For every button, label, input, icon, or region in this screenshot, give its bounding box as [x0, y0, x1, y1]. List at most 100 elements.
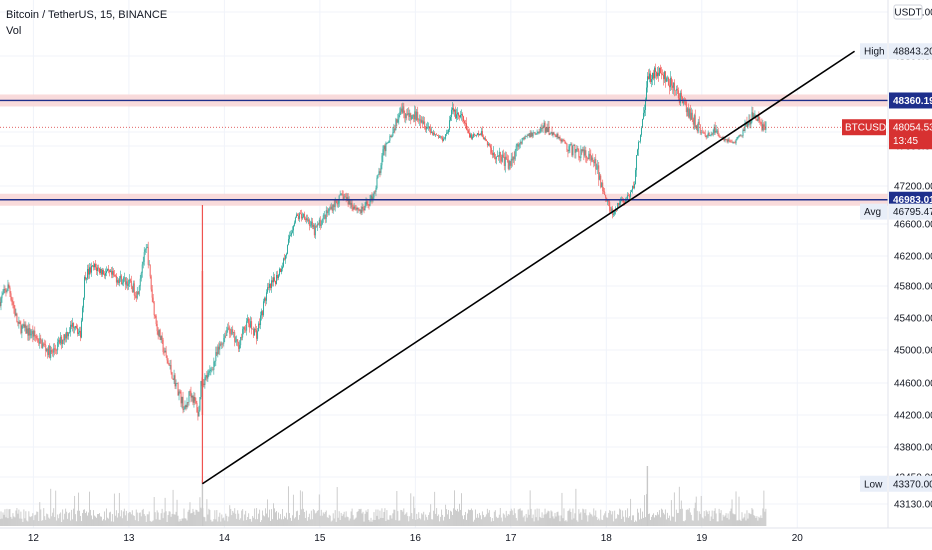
candle-body — [591, 157, 593, 161]
volume-bar — [744, 513, 746, 526]
candle-body — [579, 157, 581, 159]
candle-body — [142, 261, 144, 265]
volume-bar — [338, 511, 340, 526]
candle-body — [398, 114, 400, 120]
volume-bar — [191, 512, 193, 526]
volume-bar — [339, 520, 341, 526]
volume-bar — [288, 513, 290, 526]
candle-body — [77, 327, 79, 334]
candle-body — [289, 235, 291, 237]
volume-bar — [509, 511, 511, 526]
candle-body — [333, 204, 335, 208]
volume-bar — [692, 520, 694, 526]
candle-body — [179, 391, 181, 393]
candle-body — [178, 391, 180, 396]
volume-bar — [765, 508, 767, 526]
candle-body — [680, 92, 682, 98]
volume-bar — [50, 488, 52, 526]
volume-bar — [608, 512, 610, 526]
volume-bar — [136, 512, 138, 526]
volume-bar — [646, 494, 647, 526]
currency-label: USDT — [894, 8, 921, 19]
volume-bar — [706, 511, 708, 526]
volume-bar — [526, 517, 528, 526]
volume-bar — [672, 516, 674, 526]
volume-indicator-label[interactable]: Vol — [6, 25, 22, 37]
volume-bar — [337, 517, 339, 526]
volume-bar — [412, 519, 414, 526]
volume-bar — [285, 517, 286, 526]
volume-bar — [750, 514, 752, 526]
volume-bar — [60, 512, 62, 526]
volume-bar — [627, 508, 629, 526]
volume-bar — [513, 508, 515, 526]
volume-bar — [669, 520, 671, 526]
volume-bar — [332, 513, 334, 526]
candle-body — [524, 136, 526, 140]
candle-body — [688, 108, 690, 117]
volume-bar — [525, 513, 527, 526]
candle-body — [253, 328, 255, 336]
volume-bar — [22, 521, 24, 526]
currency-badge[interactable] — [893, 4, 923, 20]
lines[interactable] — [0, 50, 888, 485]
candle-body — [611, 208, 613, 211]
volume-bar — [17, 513, 19, 526]
volume-bar — [275, 512, 276, 526]
candle-body — [169, 365, 171, 366]
candle-body — [323, 214, 325, 216]
candle-body — [575, 149, 577, 153]
candle-body — [204, 377, 206, 385]
volume-bar — [451, 511, 453, 526]
volume-bar — [764, 511, 766, 526]
volume-bar — [411, 513, 413, 526]
volume-bar — [181, 518, 183, 526]
volume-bar — [222, 518, 224, 526]
volume-bar — [633, 515, 635, 526]
candle-body — [712, 133, 714, 135]
volume-bar — [663, 514, 665, 526]
candle-body — [418, 119, 420, 121]
volume-bar — [57, 514, 59, 526]
candle-body — [577, 148, 579, 151]
candle-body — [125, 281, 127, 285]
volume-bar — [212, 521, 214, 526]
candle-body — [362, 206, 364, 209]
volume-bar — [293, 518, 295, 526]
candle-body — [403, 106, 405, 114]
volume-bar — [141, 510, 143, 526]
candle-body — [439, 136, 441, 138]
volume-bar — [170, 516, 172, 526]
candle-body — [319, 219, 321, 227]
candles[interactable] — [0, 63, 767, 484]
volume-bar — [246, 520, 248, 526]
candle-body — [13, 304, 15, 309]
candle-body — [135, 296, 137, 298]
volume-bar — [437, 515, 439, 526]
candle-body — [538, 131, 540, 133]
volume-bar — [375, 509, 377, 526]
volume-bar — [446, 509, 448, 526]
candle-body — [488, 143, 490, 146]
candle-body — [531, 132, 533, 137]
candle-body — [263, 301, 265, 316]
volume-bar — [696, 510, 698, 526]
volume-bar — [152, 520, 154, 526]
volume-bar — [550, 510, 552, 526]
candle-body — [573, 144, 575, 146]
trendline[interactable] — [201, 50, 856, 485]
candle-body — [544, 122, 546, 133]
volume-bar — [184, 518, 186, 526]
volume-bar — [106, 517, 108, 526]
candle-body — [399, 111, 401, 115]
volume-bar — [252, 515, 254, 526]
candle-body — [309, 225, 311, 226]
candle-body — [366, 201, 368, 205]
volume-bar — [585, 509, 587, 526]
volume-bar — [639, 519, 640, 526]
candle-body — [259, 323, 261, 326]
candle-body — [425, 127, 427, 130]
y-tick-label: 43130.00 — [894, 500, 932, 511]
candle-body — [654, 67, 655, 79]
